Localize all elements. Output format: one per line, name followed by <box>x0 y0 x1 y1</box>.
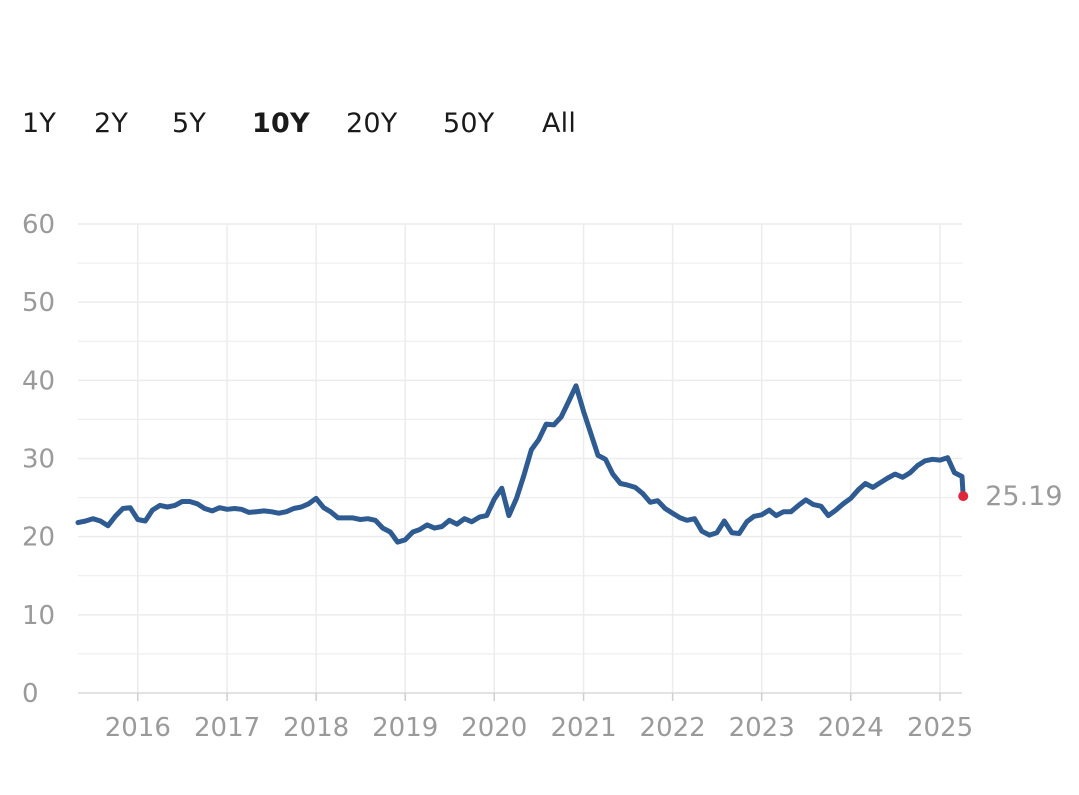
y-tick-label: 60 <box>22 210 55 240</box>
y-tick-label: 50 <box>22 288 55 318</box>
x-tick-label: 2025 <box>907 713 973 743</box>
x-tick-label: 2018 <box>283 713 349 743</box>
y-tick-label: 30 <box>22 445 55 475</box>
range-tab-50y[interactable]: 50Y <box>443 108 495 139</box>
y-tick-label: 10 <box>22 601 55 631</box>
y-axis-ticks: 0 10 20 30 40 50 60 <box>22 210 55 709</box>
y-tick-label: 0 <box>22 679 39 709</box>
range-tab-2y[interactable]: 2Y <box>94 108 129 139</box>
x-tick-label: 2017 <box>194 713 260 743</box>
range-tab-1y[interactable]: 1Y <box>22 108 57 139</box>
last-value-point[interactable] <box>958 491 969 502</box>
range-tab-5y[interactable]: 5Y <box>172 108 207 139</box>
chart-grid <box>78 223 962 701</box>
y-tick-label: 20 <box>22 523 55 553</box>
y-tick-label: 40 <box>22 366 55 396</box>
x-tick-label: 2020 <box>461 713 527 743</box>
last-value-label: 25.19 <box>985 481 1062 512</box>
range-tab-all[interactable]: All <box>542 108 577 139</box>
x-tick-label: 2019 <box>372 713 438 743</box>
x-tick-label: 2023 <box>729 713 795 743</box>
x-axis-ticks: 2016 2017 2018 2019 2020 2021 2022 2023 2024 2025 <box>105 713 973 743</box>
range-tab-10y[interactable]: 10Y <box>252 108 310 139</box>
range-tab-20y[interactable]: 20Y <box>346 108 398 139</box>
x-tick-label: 2024 <box>818 713 884 743</box>
x-tick-label: 2021 <box>550 713 616 743</box>
x-tick-label: 2016 <box>105 713 171 743</box>
series-line <box>75 383 966 545</box>
x-tick-label: 2022 <box>640 713 706 743</box>
